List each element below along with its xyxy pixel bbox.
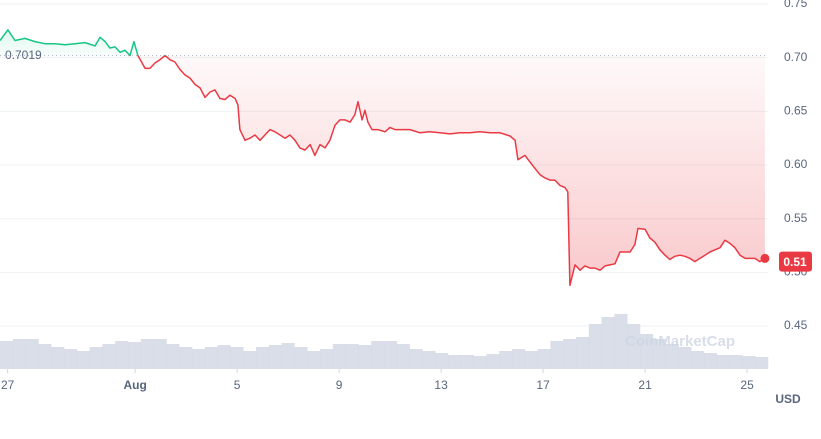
volume-bar — [678, 347, 692, 369]
volume-bar — [729, 355, 743, 369]
volume-bar — [204, 347, 218, 369]
x-tick-label: 17 — [536, 378, 550, 392]
y-tick-label: 0.70 — [784, 50, 808, 64]
volume-bar — [230, 347, 244, 369]
volume-bar — [755, 357, 769, 369]
volume-bar — [192, 349, 206, 369]
volume-bar — [691, 351, 705, 369]
volume-bar — [409, 349, 423, 369]
volume-bar — [332, 344, 346, 369]
volume-bar — [576, 337, 590, 369]
volume-bar — [422, 351, 436, 369]
price-line — [0, 29, 766, 287]
volume-bar — [358, 345, 372, 369]
volume-bar — [153, 339, 167, 369]
volume-bar — [256, 347, 270, 369]
volume-bar — [563, 339, 577, 369]
x-tick-label: 9 — [336, 378, 343, 392]
volume-bar — [371, 341, 385, 369]
volume-bar — [742, 356, 756, 369]
x-tick-label: Aug — [123, 378, 146, 392]
volume-bar — [307, 351, 321, 369]
x-tick-label: 27 — [1, 378, 15, 392]
volume-bar — [384, 341, 398, 369]
volume-bar — [640, 334, 654, 369]
volume-bar — [486, 354, 500, 369]
price-area — [0, 29, 765, 286]
volume-bar — [614, 314, 628, 369]
volume-bar — [665, 344, 679, 369]
volume-bar — [716, 355, 730, 369]
x-tick-label: 13 — [434, 378, 448, 392]
volume-bar — [294, 347, 308, 369]
volume-bar — [64, 349, 78, 369]
y-tick-label: 0.45 — [784, 318, 808, 332]
volume-bar — [345, 344, 359, 369]
volume-bar — [524, 351, 538, 369]
reference-label: 0.7019 — [5, 48, 42, 62]
volume-bar — [38, 344, 52, 369]
volume-bar — [89, 347, 103, 369]
x-tick-label: 21 — [638, 378, 652, 392]
volume-bar — [627, 324, 641, 369]
volume-bar — [537, 349, 551, 369]
y-tick-label: 0.65 — [784, 104, 808, 118]
volume-bar — [588, 324, 602, 369]
volume-bar — [448, 355, 462, 369]
volume-bar — [51, 347, 65, 369]
current-point — [760, 253, 770, 263]
watermark: CoinMarketCap — [625, 333, 735, 350]
currency-label: USD — [775, 392, 801, 406]
volume-bar — [396, 344, 410, 369]
volume-bar — [217, 345, 231, 369]
x-tick-label: 25 — [740, 378, 754, 392]
volume-bar — [243, 351, 257, 369]
volume-bar — [499, 351, 513, 369]
volume-bar — [0, 341, 14, 369]
volume-bar — [281, 343, 295, 369]
volume-bar — [268, 345, 282, 369]
volume-bar — [102, 344, 116, 369]
volume-bar — [128, 342, 142, 369]
volume-bar — [601, 317, 615, 369]
x-tick-label: 5 — [234, 378, 241, 392]
current-price-box — [779, 251, 812, 272]
volume-bar — [320, 349, 334, 369]
volume-bar — [12, 339, 26, 369]
volume-bar — [115, 341, 129, 369]
volume-bar — [704, 353, 718, 369]
volume-bar — [435, 353, 449, 369]
y-tick-label: 0.55 — [784, 211, 808, 225]
volume-bar — [166, 344, 180, 369]
volume-bar — [512, 349, 526, 369]
volume-bar — [179, 347, 193, 369]
volume-bar — [550, 341, 564, 369]
current-price-label: 0.51 — [783, 255, 807, 269]
volume-bar — [25, 339, 39, 369]
volume-bar — [460, 355, 474, 369]
y-tick-label: 0.75 — [784, 0, 808, 10]
volume-bar — [140, 339, 154, 369]
volume-bar — [473, 356, 487, 369]
y-tick-label: 0.60 — [784, 157, 808, 171]
volume-bar — [76, 351, 90, 369]
volume-bar — [652, 339, 666, 369]
